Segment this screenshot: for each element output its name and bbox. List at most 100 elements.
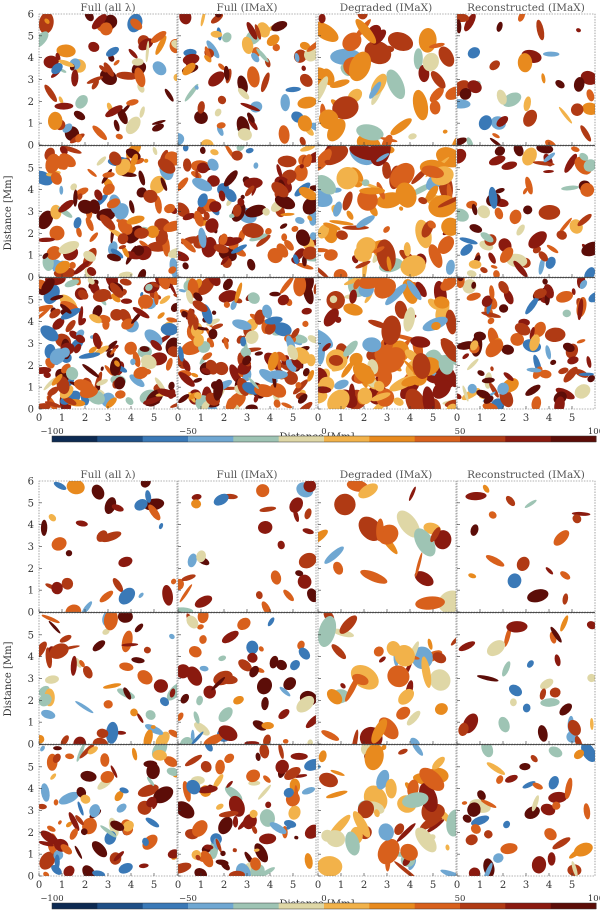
colorbar-tick-label: −50 — [179, 894, 197, 904]
field-patch — [309, 185, 316, 192]
field-patch — [503, 820, 511, 829]
field-patch — [527, 589, 549, 603]
field-patch — [102, 172, 115, 178]
field-patch — [525, 384, 541, 396]
field-patch — [323, 308, 339, 327]
y-tick-label: 6 — [28, 10, 34, 21]
x-tick-label: 2 — [500, 880, 506, 891]
field-patch — [40, 519, 48, 536]
y-tick-label: 0 — [28, 405, 34, 416]
field-patch — [197, 162, 209, 174]
field-patch — [225, 400, 237, 409]
y-tick-label: 1 — [28, 383, 34, 394]
field-patch — [182, 262, 189, 270]
field-patch — [394, 823, 405, 835]
field-patch — [574, 842, 593, 857]
field-patch — [522, 781, 536, 789]
field-patch — [60, 307, 81, 320]
field-patch — [124, 341, 137, 355]
field-patch — [408, 486, 416, 501]
field-patch — [114, 360, 120, 367]
field-patch — [264, 322, 276, 335]
field-patch — [457, 148, 467, 164]
field-patch — [106, 198, 121, 209]
field-patch — [466, 137, 474, 145]
field-patch — [58, 791, 79, 805]
colorbar-tick-label: −100 — [40, 894, 63, 904]
field-patch — [80, 828, 88, 836]
field-patch — [457, 393, 462, 400]
field-patch — [87, 168, 97, 177]
colorbar-segment — [188, 436, 234, 442]
field-patch — [430, 71, 446, 89]
field-patch — [136, 713, 144, 724]
field-patch — [323, 222, 341, 231]
field-patch — [139, 106, 145, 118]
field-patch — [193, 711, 200, 724]
field-patch — [295, 570, 304, 577]
field-patch — [203, 733, 224, 744]
field-patch — [263, 775, 271, 783]
field-patch — [54, 854, 60, 870]
field-patch — [155, 35, 167, 55]
field-patch — [247, 292, 260, 304]
field-patch — [81, 601, 93, 612]
field-patch — [540, 698, 560, 707]
field-patch — [125, 116, 141, 135]
y-tick-label: 4 — [28, 652, 34, 663]
field-patch — [40, 745, 45, 752]
field-patch — [573, 749, 585, 760]
field-patch — [536, 19, 545, 41]
field-patch — [231, 150, 243, 161]
field-patch — [358, 483, 378, 499]
field-patch — [168, 266, 177, 274]
field-patch — [240, 102, 260, 112]
field-patch — [548, 336, 558, 342]
field-patch — [586, 356, 592, 368]
field-patch — [305, 714, 316, 729]
field-patch — [403, 242, 411, 257]
field-patch — [477, 790, 486, 801]
field-patch — [394, 645, 415, 667]
field-patch — [267, 617, 275, 627]
field-patch — [526, 367, 542, 373]
field-patch — [194, 595, 213, 608]
field-patch — [92, 125, 107, 141]
field-patch — [237, 128, 252, 141]
field-patch — [182, 62, 196, 76]
field-patch — [100, 825, 117, 838]
field-patch — [280, 94, 290, 112]
field-patch — [333, 268, 348, 277]
field-patch — [291, 358, 303, 369]
field-patch — [505, 774, 518, 783]
field-patch — [334, 379, 349, 390]
field-patch — [556, 290, 573, 303]
y-tick-label: 4 — [28, 317, 34, 328]
field-patch — [222, 32, 232, 43]
y-tick-label: 3 — [28, 207, 34, 218]
field-patch — [427, 298, 440, 310]
field-patch — [509, 698, 517, 707]
field-patch — [332, 96, 359, 120]
heatmap-panel-r2-c1 — [38, 612, 178, 745]
field-patch — [240, 347, 252, 358]
field-patch — [336, 167, 359, 190]
field-patch — [516, 224, 525, 236]
field-patch — [137, 670, 153, 685]
field-patch — [553, 530, 570, 546]
field-patch — [398, 748, 408, 755]
field-patch — [477, 675, 499, 682]
field-patch — [247, 258, 256, 271]
field-patch — [160, 322, 177, 336]
field-patch — [298, 647, 311, 660]
field-patch — [182, 212, 195, 221]
field-patch — [550, 359, 557, 366]
field-patch — [248, 377, 259, 390]
field-patch — [138, 863, 149, 869]
field-patch — [318, 14, 326, 24]
field-patch — [297, 96, 316, 109]
field-patch — [587, 374, 595, 383]
field-patch — [73, 343, 82, 354]
field-patch — [321, 730, 340, 741]
field-patch — [208, 71, 225, 87]
